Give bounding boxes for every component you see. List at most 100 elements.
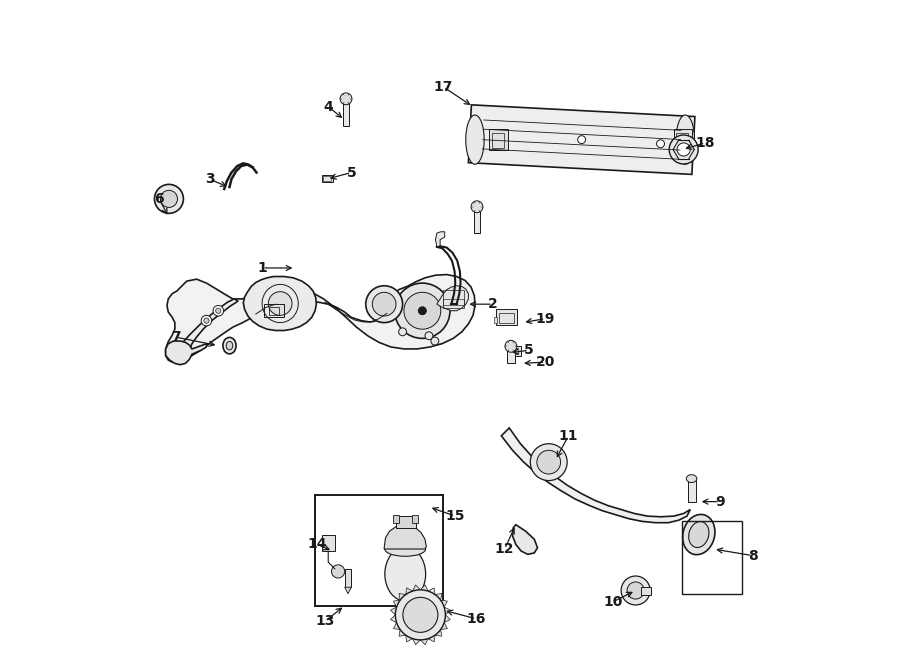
Polygon shape <box>445 607 450 615</box>
Polygon shape <box>393 623 400 629</box>
Text: 6: 6 <box>154 192 164 206</box>
Circle shape <box>395 283 450 338</box>
Text: 14: 14 <box>307 537 327 551</box>
Circle shape <box>418 307 427 315</box>
Circle shape <box>202 315 211 326</box>
Circle shape <box>365 286 402 323</box>
Bar <box>344 100 348 126</box>
Circle shape <box>677 143 690 156</box>
Text: 20: 20 <box>536 355 555 369</box>
Text: 16: 16 <box>466 612 486 626</box>
Polygon shape <box>384 525 427 549</box>
Bar <box>323 176 331 181</box>
Bar <box>496 309 518 325</box>
Circle shape <box>216 308 220 313</box>
Circle shape <box>657 139 664 147</box>
Bar <box>677 133 688 147</box>
Circle shape <box>340 93 352 104</box>
Text: 7: 7 <box>171 330 180 344</box>
Polygon shape <box>413 639 420 644</box>
Polygon shape <box>393 600 400 607</box>
Bar <box>490 129 508 150</box>
Bar <box>269 307 279 315</box>
Text: 17: 17 <box>434 80 453 94</box>
Bar <box>688 479 696 502</box>
Bar <box>345 568 351 587</box>
Circle shape <box>155 184 184 214</box>
Polygon shape <box>406 635 413 642</box>
Circle shape <box>403 598 438 633</box>
Circle shape <box>621 576 650 605</box>
Polygon shape <box>166 274 475 362</box>
Text: 1: 1 <box>257 261 267 275</box>
Ellipse shape <box>226 341 233 350</box>
Text: 18: 18 <box>696 136 716 150</box>
Bar <box>492 133 504 147</box>
Circle shape <box>530 444 567 481</box>
Polygon shape <box>468 105 695 175</box>
Bar <box>265 304 284 317</box>
Circle shape <box>373 292 396 316</box>
Circle shape <box>505 340 517 352</box>
Circle shape <box>160 190 177 208</box>
Text: 3: 3 <box>205 172 214 186</box>
Polygon shape <box>441 623 447 629</box>
Ellipse shape <box>223 337 236 354</box>
Bar <box>321 175 334 182</box>
Circle shape <box>268 292 292 315</box>
Circle shape <box>331 565 345 578</box>
Text: 15: 15 <box>446 509 465 523</box>
Bar <box>682 522 742 594</box>
Circle shape <box>431 337 439 345</box>
Circle shape <box>627 582 644 599</box>
Text: 8: 8 <box>748 549 758 563</box>
Text: 4: 4 <box>323 100 333 114</box>
Polygon shape <box>512 525 537 555</box>
Bar <box>499 313 514 323</box>
Ellipse shape <box>676 115 695 164</box>
Polygon shape <box>391 607 397 615</box>
Bar <box>444 290 464 308</box>
Polygon shape <box>420 585 428 591</box>
Polygon shape <box>441 600 447 607</box>
Polygon shape <box>428 588 435 595</box>
Bar <box>474 208 480 233</box>
Text: 12: 12 <box>495 542 515 556</box>
Circle shape <box>203 318 209 323</box>
Bar <box>510 348 518 354</box>
Text: 11: 11 <box>559 429 578 443</box>
Polygon shape <box>413 585 420 591</box>
Text: 9: 9 <box>716 494 724 508</box>
Polygon shape <box>436 232 445 247</box>
Ellipse shape <box>385 547 426 601</box>
Circle shape <box>499 132 507 139</box>
Bar <box>494 317 498 323</box>
Polygon shape <box>166 341 206 365</box>
Circle shape <box>537 450 561 474</box>
Polygon shape <box>176 299 238 362</box>
Circle shape <box>404 292 441 329</box>
Polygon shape <box>243 276 317 330</box>
Polygon shape <box>391 615 397 623</box>
Text: 19: 19 <box>536 311 555 326</box>
Polygon shape <box>435 594 442 600</box>
Text: 2: 2 <box>488 297 498 311</box>
Polygon shape <box>435 629 442 637</box>
Polygon shape <box>406 588 413 595</box>
Text: 5: 5 <box>346 165 356 180</box>
Text: 13: 13 <box>315 615 335 629</box>
Bar <box>507 347 515 364</box>
Bar <box>641 586 651 595</box>
Circle shape <box>425 332 433 340</box>
Ellipse shape <box>688 522 709 547</box>
Polygon shape <box>445 615 450 623</box>
Bar <box>508 346 521 356</box>
Bar <box>393 515 399 523</box>
Circle shape <box>395 590 446 640</box>
Ellipse shape <box>466 115 484 164</box>
Ellipse shape <box>385 542 426 557</box>
Polygon shape <box>420 639 428 644</box>
Polygon shape <box>428 635 435 642</box>
Polygon shape <box>399 629 406 637</box>
Text: 10: 10 <box>604 595 623 609</box>
